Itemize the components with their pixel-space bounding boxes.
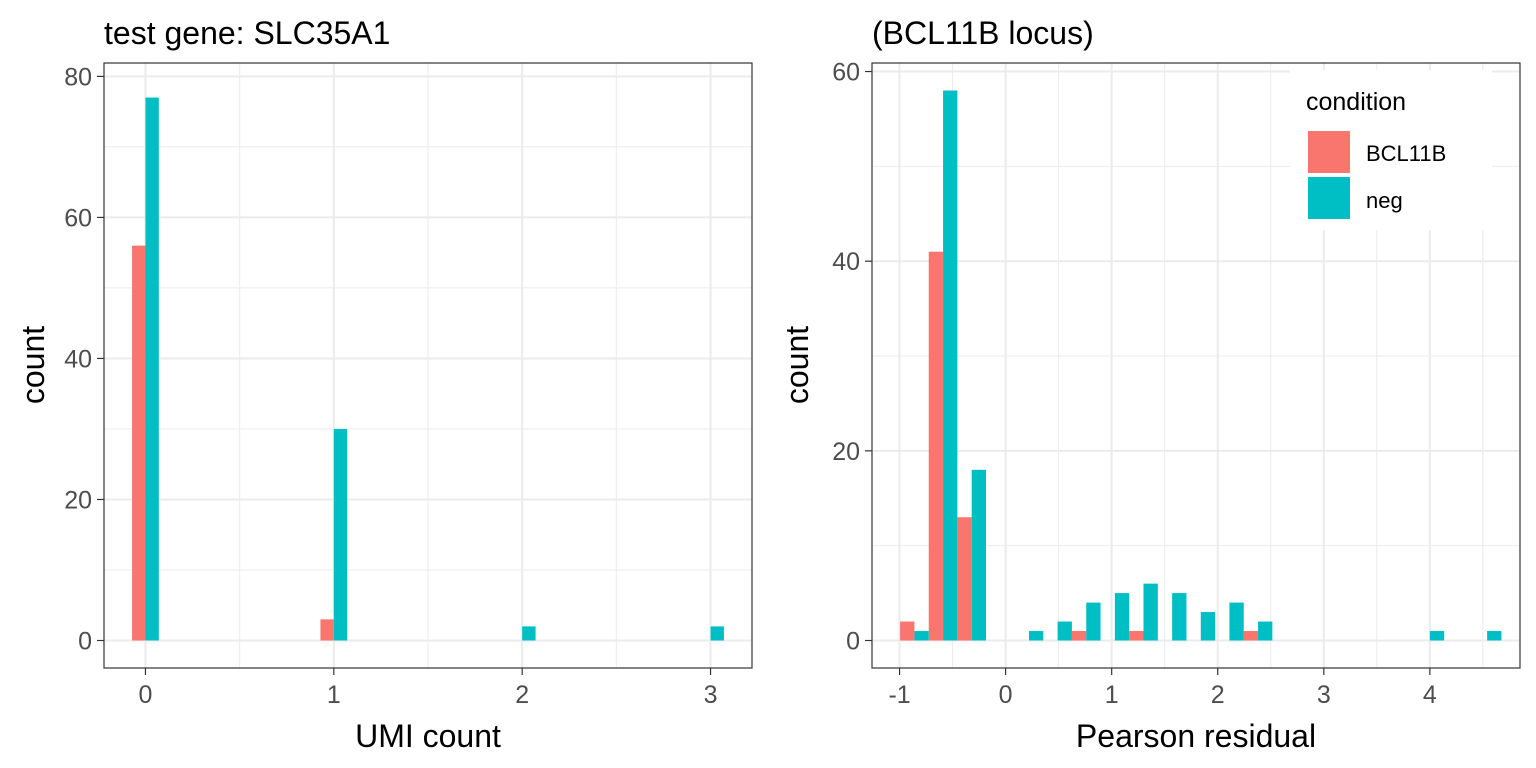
x-tick-label: 2 [515, 681, 529, 709]
plot-frame [103, 62, 753, 669]
bar-neg [145, 97, 159, 641]
bar-bcl11b [132, 245, 146, 641]
bar-bcl11b [1129, 631, 1144, 641]
y-axis-ticks: 0 20 40 60 [832, 59, 872, 656]
y-tick-label: 60 [64, 204, 92, 232]
x-tick-label: 4 [1423, 681, 1437, 709]
chart-title: test gene: SLC35A1 [104, 15, 390, 51]
y-tick-label: 60 [832, 59, 860, 87]
chart-title: (BCL11B locus) [872, 15, 1094, 51]
bar-neg [1143, 583, 1158, 641]
legend-title: condition [1306, 88, 1406, 116]
bar-neg [710, 626, 724, 641]
x-axis-title: UMI count [355, 718, 501, 754]
bar-neg [522, 626, 536, 641]
bar-bcl11b [1243, 631, 1259, 641]
plot-frame [871, 62, 1521, 669]
y-tick-label: 40 [832, 248, 860, 276]
bar-bcl11b [900, 621, 915, 641]
legend: condition BCL11B neg [1290, 70, 1492, 230]
y-tick-label: 20 [832, 438, 860, 466]
x-tick-label: 0 [138, 681, 152, 709]
bar-neg [1172, 593, 1187, 641]
x-tick-label: 0 [999, 681, 1013, 709]
y-tick-label: 80 [64, 63, 92, 91]
x-axis-ticks: -1 0 1 2 3 4 [888, 668, 1437, 709]
chart-panel-umi-count: test gene: SLC35A1 0 20 40 60 80 0 1 2 3 UMI co… [15, 15, 753, 754]
y-axis-ticks: 0 20 40 60 80 [64, 63, 104, 656]
bar-bcl11b [957, 517, 972, 641]
bar-bcl11b [1071, 631, 1087, 641]
legend-swatch-neg [1308, 177, 1350, 219]
bar-neg [1200, 612, 1216, 641]
x-tick-label: 1 [327, 681, 341, 709]
bars [900, 90, 1502, 641]
y-tick-label: 0 [846, 628, 860, 656]
legend-label-bcl11b: BCL11B [1366, 141, 1446, 166]
x-tick-label: 3 [704, 681, 718, 709]
x-axis-ticks: 0 1 2 3 [138, 668, 718, 709]
x-tick-label: 1 [1105, 681, 1119, 709]
bar-neg [971, 469, 987, 641]
y-tick-label: 40 [64, 345, 92, 373]
bars [132, 97, 724, 641]
bar-neg [1487, 631, 1502, 641]
bar-neg [1114, 593, 1130, 641]
grid [872, 63, 1520, 668]
bar-neg [1086, 602, 1101, 641]
bar-neg [333, 428, 348, 641]
x-tick-label: -1 [888, 681, 910, 709]
bar-neg [1429, 631, 1445, 641]
grid [104, 63, 752, 668]
bar-neg [1258, 621, 1273, 641]
legend-label-neg: neg [1366, 188, 1403, 213]
legend-swatch-bcl11b [1308, 131, 1350, 173]
bar-neg [943, 90, 958, 641]
y-tick-label: 20 [64, 486, 92, 514]
bar-neg [1057, 621, 1072, 641]
bar-neg [1028, 631, 1044, 641]
bar-neg [914, 631, 929, 641]
x-tick-label: 3 [1317, 681, 1331, 709]
x-tick-label: 2 [1211, 681, 1225, 709]
bar-bcl11b [928, 251, 944, 641]
bar-neg [1229, 602, 1244, 641]
y-tick-label: 0 [78, 628, 92, 656]
y-axis-title: count [15, 326, 51, 404]
x-axis-title: Pearson residual [1076, 718, 1316, 754]
bar-bcl11b [320, 619, 334, 641]
y-axis-title: count [779, 326, 815, 404]
chart-panel-pearson-residual: (BCL11B locus) condition BCL11B neg 0204… [779, 15, 1521, 754]
